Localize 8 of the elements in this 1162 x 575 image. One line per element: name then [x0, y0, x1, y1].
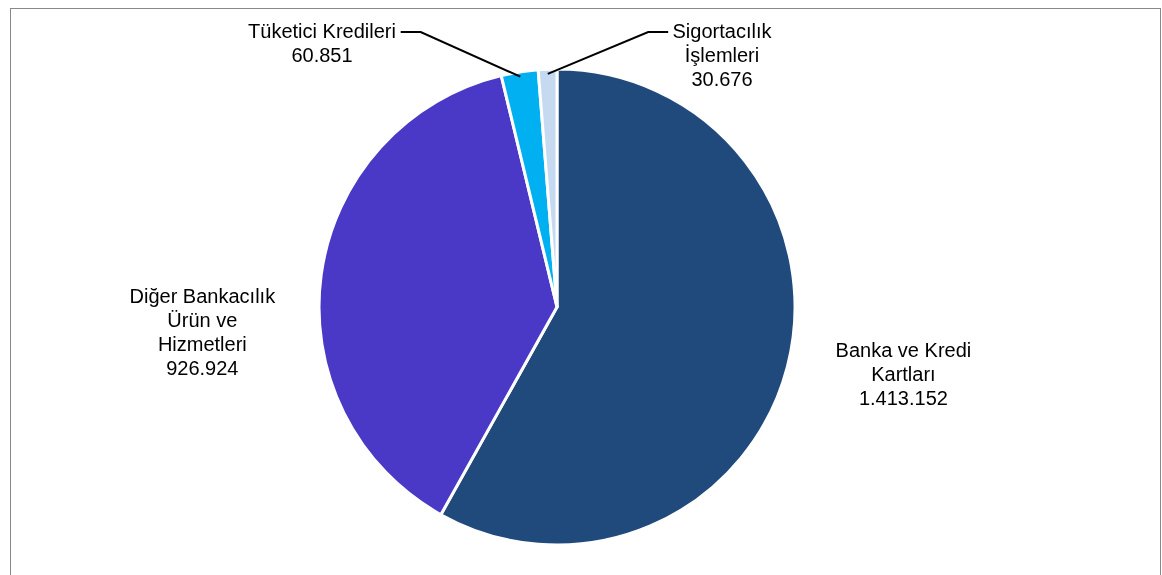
slice-label: Tüketici Kredileri	[248, 20, 396, 42]
data-label: 60.851	[291, 44, 353, 66]
data-label: 1.413.152	[858, 387, 948, 410]
data-label: 30.676	[691, 68, 753, 90]
slice-label: Banka ve Kredi Kartları	[835, 339, 972, 386]
slice-label: Sigortacılık İşlemleri	[672, 20, 773, 66]
data-label: 926.924	[166, 357, 239, 380]
slice-label: Diğer Bankacılık Ürün ve Hizmetleri	[129, 285, 277, 356]
